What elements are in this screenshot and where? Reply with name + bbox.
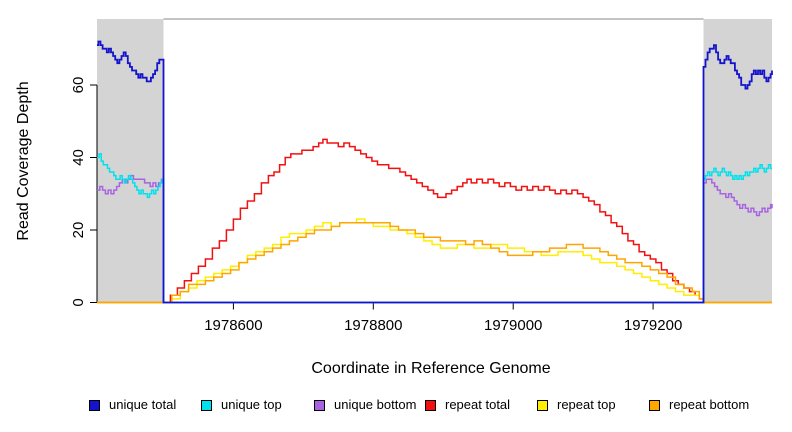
shaded-regions [97, 19, 772, 303]
legend-item-unique-total: unique total [89, 397, 176, 413]
legend-item-repeat-bottom: repeat bottom [649, 397, 749, 413]
legend-label-repeat-bottom: repeat bottom [669, 397, 750, 412]
series-line-unique-bottom [97, 174, 773, 304]
series-line-repeat-bottom [97, 221, 772, 304]
legend-swatch-unique-total [89, 399, 100, 411]
x-axis-title: Coordinate in Reference Genome [311, 360, 550, 377]
y-axis-title: Read Coverage Depth [15, 81, 32, 240]
legend-item-unique-top: unique top [201, 397, 282, 413]
x-tick-label: 1979000 [484, 317, 542, 334]
legend-label-repeat-top: repeat top [557, 397, 616, 412]
legend: unique total unique top unique bottom re… [0, 397, 792, 417]
series-line-repeat-total [97, 138, 772, 304]
legend-label-unique-top: unique top [221, 397, 282, 412]
legend-label-repeat-total: repeat total [445, 397, 511, 412]
x-tick-label: 1978800 [344, 317, 402, 334]
legend-label-unique-bottom: unique bottom [334, 397, 417, 412]
x-tick-label: 1979200 [624, 317, 682, 334]
legend-swatch-unique-bottom [314, 399, 325, 411]
series-line-unique-top [97, 153, 772, 304]
y-tick-label: 60 [70, 77, 87, 94]
series-lines [97, 40, 773, 304]
legend-swatch-repeat-top [537, 399, 548, 411]
legend-swatch-unique-top [201, 399, 212, 411]
legend-item-repeat-top: repeat top [537, 397, 616, 413]
x-tick-label: 1978600 [204, 317, 262, 334]
series-line-unique-total [97, 40, 773, 304]
legend-label-unique-total: unique total [109, 397, 177, 412]
legend-item-repeat-total: repeat total [425, 397, 510, 413]
y-tick-label: 0 [70, 298, 87, 306]
y-tick-label: 40 [70, 149, 87, 166]
shaded-region-0 [97, 19, 164, 303]
series-line-repeat-top [97, 218, 772, 304]
legend-swatch-repeat-bottom [649, 399, 660, 411]
legend-item-unique-bottom: unique bottom [314, 397, 416, 413]
shaded-region-1 [703, 19, 772, 303]
axes: 1978600 1978800 1979000 1979200 0 20 40 60 [70, 77, 772, 334]
y-tick-label: 20 [70, 222, 87, 239]
legend-swatch-repeat-total [425, 399, 436, 411]
